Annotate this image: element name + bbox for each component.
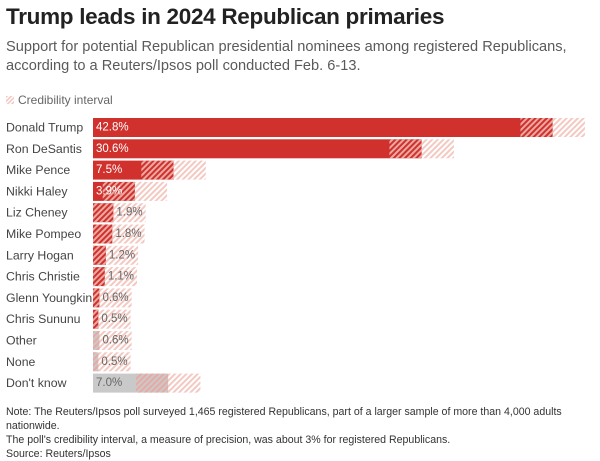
category-label: Other	[6, 334, 37, 348]
credibility-interval-lower	[93, 224, 113, 244]
value-label: 0.5%	[101, 356, 127, 368]
credibility-interval-lower	[102, 181, 135, 201]
category-label: Larry Hogan	[6, 248, 74, 262]
category-label: Don't know	[6, 376, 67, 390]
credibility-interval-upper	[134, 181, 168, 201]
note-line-2: The poll's credibility interval, a measu…	[6, 434, 451, 446]
credibility-interval-lower	[93, 245, 106, 265]
credibility-interval-upper	[168, 373, 201, 393]
credibility-interval-lower	[93, 352, 99, 372]
credibility-interval-upper	[173, 160, 206, 180]
category-label: Mike Pompeo	[6, 227, 81, 241]
category-label: Nikki Haley	[6, 184, 68, 198]
value-label: 0.6%	[102, 335, 128, 347]
credibility-interval-upper	[421, 139, 454, 159]
credibility-interval-upper	[113, 203, 146, 223]
bar-chart: Donald Trump 42.8% Ron DeSantis 30.6% Mike P…	[6, 118, 585, 393]
value-label: 30.6%	[96, 143, 129, 155]
source-line: Source: Reuters/Ipsos	[6, 448, 111, 460]
value-label: 7.0%	[96, 377, 122, 389]
category-label: Chris Sununu	[6, 312, 81, 326]
category-label: Glenn Youngkin	[6, 291, 92, 305]
value-label: 1.8%	[115, 228, 141, 240]
value-label: 1.2%	[109, 249, 135, 261]
credibility-interval-upper	[104, 267, 138, 287]
credibility-interval-lower	[520, 118, 553, 137]
value-label: 1.1%	[108, 271, 134, 283]
note-line-1: Note: The Reuters/Ipsos poll surveyed 1,…	[6, 406, 562, 432]
value-label: 7.5%	[96, 164, 122, 176]
value-label: 0.6%	[102, 292, 128, 304]
credibility-interval-swatch	[6, 96, 14, 104]
category-label: None	[6, 355, 36, 369]
category-label: Chris Christie	[6, 270, 80, 284]
legend: Credibility interval	[6, 93, 113, 107]
value-bar	[93, 139, 422, 159]
chart-note: Note: The Reuters/Ipsos poll surveyed 1,…	[6, 405, 596, 461]
credibility-interval-lower	[135, 373, 169, 393]
credibility-interval-lower	[93, 203, 114, 223]
credibility-interval-lower	[93, 267, 105, 287]
chart-subtitle: Support for potential Republican preside…	[6, 39, 567, 74]
credibility-interval-lower	[93, 288, 100, 308]
value-label: 1.9%	[116, 207, 142, 219]
credibility-interval-lower	[93, 309, 99, 329]
credibility-interval-upper	[552, 118, 585, 137]
credibility-interval-upper	[112, 224, 145, 244]
credibility-interval-lower	[141, 160, 174, 180]
credibility-interval-upper	[99, 331, 132, 350]
category-label: Donald Trump	[6, 121, 83, 135]
category-label: Liz Cheney	[6, 206, 68, 220]
legend-label: Credibility interval	[18, 93, 113, 107]
value-label: 0.5%	[101, 313, 127, 325]
chart-title: Trump leads in 2024 Republican primaries	[6, 4, 445, 29]
credibility-interval-upper	[105, 245, 139, 265]
credibility-interval-lower	[93, 331, 100, 350]
credibility-interval-lower	[389, 139, 422, 159]
credibility-interval-upper	[98, 352, 131, 372]
value-bar	[93, 118, 553, 137]
value-label: 3.9%	[96, 185, 122, 197]
category-label: Ron DeSantis	[6, 142, 82, 156]
category-label: Mike Pence	[6, 163, 70, 177]
credibility-interval-upper	[99, 288, 132, 308]
credibility-interval-upper	[98, 309, 131, 329]
value-label: 42.8%	[96, 122, 129, 134]
